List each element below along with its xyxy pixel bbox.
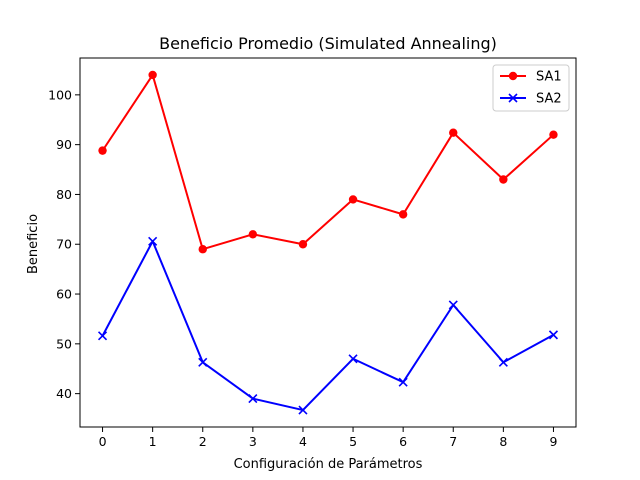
x-tick-label: 1 xyxy=(149,434,157,449)
series-sa1 xyxy=(98,70,558,254)
data-point-sa2 xyxy=(198,357,208,367)
data-point-sa1 xyxy=(298,240,308,249)
legend-marker xyxy=(508,93,518,103)
x-tick-label: 5 xyxy=(349,434,357,449)
axes-frame xyxy=(79,57,577,428)
data-point-sa1 xyxy=(198,245,207,254)
x-tick-label: 8 xyxy=(499,434,507,449)
y-tick-label: 100 xyxy=(48,87,72,102)
x-axis: 0 1 2 3 4 5 6 7 8 9 xyxy=(99,427,557,449)
data-point-sa1 xyxy=(499,175,508,184)
data-point-sa1 xyxy=(449,128,458,137)
data-point-sa2 xyxy=(348,354,358,364)
data-point-sa1 xyxy=(398,210,408,219)
x-tick-label: 4 xyxy=(299,434,307,449)
data-point-sa1 xyxy=(348,195,358,204)
series-line-sa1 xyxy=(101,73,555,251)
y-tick-label: 50 xyxy=(56,336,72,351)
y-tick-label: 40 xyxy=(56,386,72,401)
legend-label: SA2 xyxy=(536,92,562,107)
data-point-sa1 xyxy=(98,146,107,155)
chart-title: Beneficio Promedio (Simulated Annealing) xyxy=(159,34,497,53)
data-point-sa2 xyxy=(148,236,158,246)
data-point-sa2 xyxy=(448,300,458,310)
data-point-sa2 xyxy=(548,330,559,340)
x-tick-label: 2 xyxy=(199,434,207,449)
series-sa2 xyxy=(97,236,559,415)
data-point-sa1 xyxy=(549,130,558,139)
x-tick-label: 9 xyxy=(549,434,557,449)
x-tick-label: 7 xyxy=(449,434,457,449)
x-axis-label: Configuración de Parámetros xyxy=(234,457,423,472)
y-axis-label: Beneficio xyxy=(26,214,41,274)
legend-label: SA1 xyxy=(536,70,562,85)
x-tick-label: 3 xyxy=(249,434,257,449)
data-point-sa2 xyxy=(398,377,408,387)
x-tick-label: 6 xyxy=(399,434,407,449)
y-tick-label: 60 xyxy=(56,287,72,302)
legend-entry-sa2: SA2 xyxy=(500,92,562,107)
data-point-sa1 xyxy=(148,70,157,80)
series-line-sa2 xyxy=(101,240,554,412)
legend-marker xyxy=(508,71,518,81)
data-point-sa2 xyxy=(498,357,508,367)
legend-entry-sa1: SA1 xyxy=(500,70,562,85)
data-point-sa2 xyxy=(298,405,308,415)
series-layer xyxy=(97,70,559,415)
data-point-sa2 xyxy=(248,394,258,404)
data-point-sa2 xyxy=(97,331,108,341)
data-point-sa1 xyxy=(248,230,258,239)
y-tick-label: 80 xyxy=(56,187,72,202)
x-tick-label: 0 xyxy=(99,434,107,449)
y-tick-label: 90 xyxy=(56,137,72,152)
y-axis: 40 50 60 70 80 90 100 xyxy=(48,87,80,401)
y-tick-label: 70 xyxy=(56,237,72,252)
